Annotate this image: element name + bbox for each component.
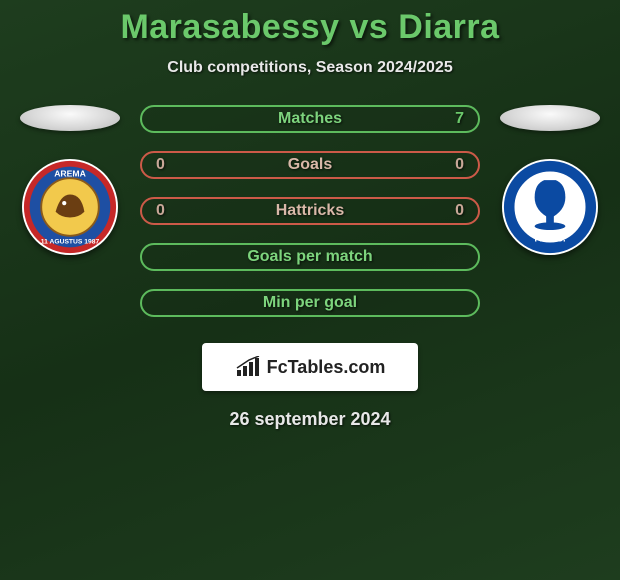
footer-brand-text: FcTables.com [267,357,386,378]
svg-text:AREMA: AREMA [54,168,86,178]
stat-left-val: 0 [156,156,186,174]
stat-right-val: 0 [434,156,464,174]
svg-text:11 AGUSTUS 1987: 11 AGUSTUS 1987 [41,238,100,245]
date-label: 26 september 2024 [229,409,390,430]
arema-crest-icon: 11 AGUSTUS 1987 AREMA [22,159,118,255]
bar-chart-icon [235,356,261,378]
left-player-col: 11 AGUSTUS 1987 AREMA [10,105,130,255]
stat-row-matches: Matches 7 [140,105,480,133]
stat-row-goals: 0 Goals 0 [140,151,480,179]
psis-crest: P.S.I.S. [502,159,598,255]
subtitle: Club competitions, Season 2024/2025 [167,59,452,77]
page-title: Marasabessy vs Diarra [120,8,499,47]
psis-crest-icon: P.S.I.S. [502,159,598,255]
stat-row-gpm: Goals per match [140,243,480,271]
stat-label: Hattricks [186,202,434,220]
stat-right-val: 7 [434,110,464,128]
right-player-col: P.S.I.S. [490,105,610,255]
svg-text:P.S.I.S.: P.S.I.S. [534,234,565,245]
stat-row-mpg: Min per goal [140,289,480,317]
right-elo-pill [500,105,600,131]
stat-left-val: 0 [156,202,186,220]
stat-label: Goals per match [186,248,434,266]
fctables-logo: FcTables.com [202,343,418,391]
arema-crest: 11 AGUSTUS 1987 AREMA [22,159,118,255]
left-elo-pill [20,105,120,131]
stat-right-val: 0 [434,202,464,220]
stat-label: Goals [186,156,434,174]
stat-column: Matches 7 0 Goals 0 0 Hattricks 0 Goals … [140,105,480,317]
stat-label: Matches [186,110,434,128]
stat-label: Min per goal [186,294,434,312]
comparison-wrap: 11 AGUSTUS 1987 AREMA Matches 7 0 Goals … [0,105,620,317]
stat-row-hattricks: 0 Hattricks 0 [140,197,480,225]
